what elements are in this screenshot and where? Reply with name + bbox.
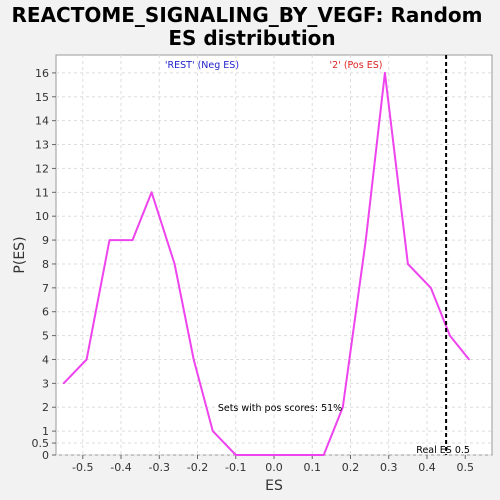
chart-title-line-1: REACTOME_SIGNALING_BY_VEGF: Random [12, 3, 483, 27]
series-layer [62, 71, 470, 456]
es-data-point [468, 358, 470, 361]
y-tick-label: 3 [42, 377, 49, 390]
x-tick-label: 0.0 [265, 461, 283, 474]
es-series-line [62, 71, 470, 456]
y-axis-label: P(ES) [12, 236, 28, 273]
grid-lines [56, 55, 492, 456]
es-data-point [407, 263, 409, 265]
y-tick-label: 11 [35, 186, 49, 199]
es-data-point [85, 358, 88, 361]
y-tick-label: 15 [35, 91, 49, 104]
x-tick-label: 0.2 [342, 461, 360, 474]
es-data-point [364, 239, 367, 241]
y-tick-label: 8 [42, 258, 49, 271]
y-tick-label: 7 [42, 282, 49, 295]
y-tick-label: 5 [42, 330, 49, 343]
real-es-label: Real ES 0.5 [416, 445, 470, 456]
x-tick-label: -0.1 [225, 461, 246, 474]
es-data-point [234, 454, 237, 456]
y-tick-label: 16 [35, 67, 49, 80]
es-data-point [322, 454, 325, 456]
chart-title-line-2: ES distribution [168, 26, 335, 50]
y-tick-label: 12 [35, 162, 49, 175]
es-data-point [257, 454, 260, 456]
es-data-point [299, 454, 302, 456]
x-tick-label: -0.3 [149, 461, 170, 474]
es-data-point [342, 406, 344, 409]
x-tick-label: -0.5 [72, 461, 93, 474]
x-tick-label: 0.4 [418, 461, 436, 474]
es-data-point [430, 287, 432, 289]
y-tick-label: 10 [35, 210, 49, 223]
es-data-point [131, 239, 134, 241]
pos-es-label: '2' (Pos ES) [330, 60, 383, 71]
x-tick-label: -0.4 [110, 461, 131, 474]
pos-scores-annotation: Sets with pos scores: 51% [218, 403, 342, 414]
y-tick-label: 4 [42, 353, 49, 366]
reference-layer: Real ES 0.5 [416, 55, 470, 456]
x-tick-label: -0.2 [187, 461, 208, 474]
es-data-point [449, 334, 451, 337]
x-tick-label: 0.3 [380, 461, 398, 474]
neg-es-label: 'REST' (Neg ES) [165, 60, 239, 71]
y-tick-label: 14 [35, 115, 49, 128]
y-tick-label: 13 [35, 139, 49, 152]
es-data-point [212, 430, 214, 432]
es-data-point [384, 72, 386, 74]
y-tick-label: 0.5 [32, 437, 50, 450]
x-tick-label: 0.5 [456, 461, 474, 474]
es-data-point [192, 358, 195, 361]
y-tick-label: 6 [42, 306, 49, 319]
y-tick-label: 1 [42, 425, 49, 438]
x-axis-ticks: -0.5 -0.4 -0.3 -0.2 -0.1 0.0 0.1 0.2 0.3 0.4 0.5 [72, 455, 474, 474]
es-data-point [277, 454, 279, 456]
y-tick-label: 9 [42, 234, 49, 247]
es-data-point [108, 239, 111, 241]
x-tick-label: 0.1 [303, 461, 321, 474]
es-data-point [62, 382, 65, 385]
x-axis-label: ES [265, 478, 283, 494]
y-tick-label: 0 [42, 449, 49, 462]
es-data-point [150, 191, 153, 194]
y-tick-label: 2 [42, 401, 49, 414]
es-data-point [173, 263, 176, 265]
